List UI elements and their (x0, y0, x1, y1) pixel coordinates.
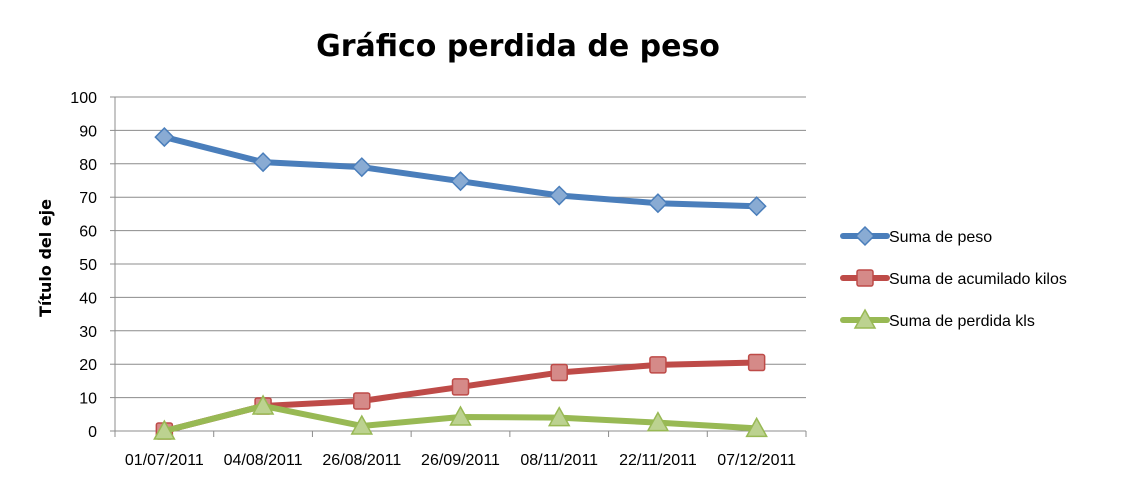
y-tick-label: 10 (79, 391, 97, 408)
data-point (745, 416, 768, 438)
data-point (350, 414, 374, 435)
legend-item: Suma de peso (840, 225, 992, 247)
data-point (449, 405, 472, 426)
x-tick-labels: 01/07/2011 04/08/2011 26/08/2011 26/09/2011… (125, 452, 796, 469)
x-tick-label: 01/07/2011 (125, 452, 204, 469)
legend: Suma de peso Suma de acumilado kilos Suma … (840, 225, 1067, 330)
legend-label: Suma de peso (889, 229, 992, 246)
y-tick-label: 100 (70, 90, 97, 107)
data-point (353, 392, 371, 410)
legend-label: Suma de acumilado kilos (889, 271, 1067, 288)
data-point (451, 378, 470, 396)
data-point (647, 193, 668, 214)
y-tick-label: 60 (79, 224, 97, 241)
data-point (450, 171, 471, 192)
data-point (153, 419, 176, 440)
data-point (251, 394, 275, 415)
data-point (747, 353, 766, 372)
series-1 (154, 127, 767, 217)
gridlines (115, 96, 806, 399)
y-tick-label: 80 (79, 157, 97, 174)
data-point (351, 157, 372, 178)
y-tick-label: 50 (79, 257, 97, 274)
data-point (253, 152, 274, 173)
data-point (649, 356, 667, 374)
x-tick-label: 22/11/2011 (619, 452, 697, 469)
y-tick-label: 30 (79, 324, 97, 341)
y-tick-label: 90 (79, 123, 97, 140)
chart-title: Gráfico perdida de peso (316, 29, 720, 64)
y-tick-labels: 0 10 20 30 40 50 60 70 80 90 100 (70, 90, 97, 441)
y-tick-label: 40 (79, 290, 97, 307)
legend-item: Suma de acumilado kilos (840, 269, 1067, 288)
x-tick-label: 26/08/2011 (322, 452, 401, 469)
y-tick-label: 70 (79, 190, 97, 207)
legend-item: Suma de perdida kls (840, 308, 1035, 330)
data-point (746, 196, 767, 217)
axes (110, 96, 807, 437)
y-axis-label: Título del eje (36, 199, 55, 317)
x-tick-label: 07/12/2011 (717, 452, 796, 469)
y-tick-label: 20 (79, 357, 97, 374)
legend-marker (854, 225, 876, 247)
y-tick-label: 0 (88, 424, 97, 441)
series (153, 127, 768, 440)
series-3 (153, 394, 768, 440)
data-point (547, 406, 571, 427)
data-point (550, 363, 568, 382)
legend-marker (853, 308, 877, 329)
x-tick-label: 04/08/2011 (224, 452, 303, 469)
legend-label: Suma de perdida kls (889, 313, 1035, 330)
data-point (646, 411, 670, 432)
data-point (154, 127, 175, 148)
data-point (549, 185, 570, 206)
x-tick-label: 08/11/2011 (520, 452, 598, 469)
x-tick-label: 26/09/2011 (421, 452, 500, 469)
legend-marker (856, 269, 874, 287)
